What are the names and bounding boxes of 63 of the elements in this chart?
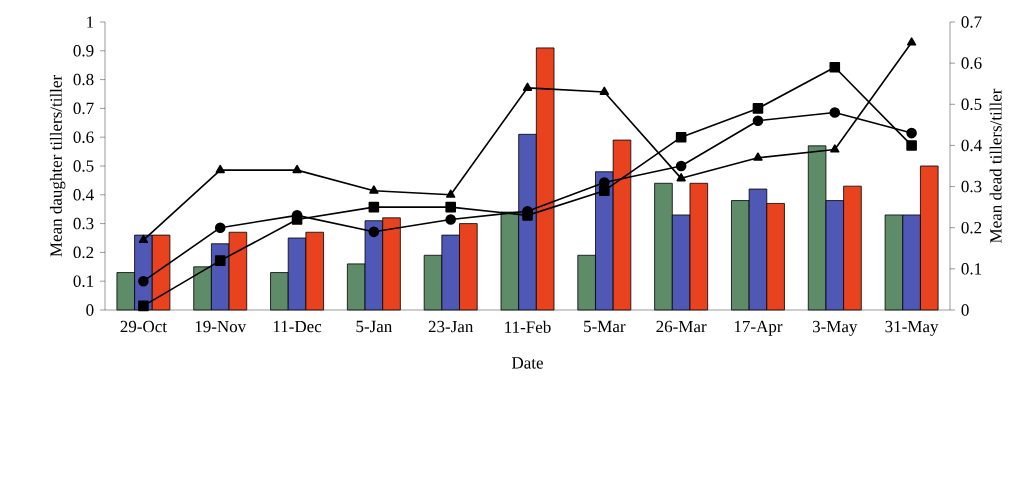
x-tick-label: 31-May — [885, 320, 939, 336]
y-tick-label: 0.4 — [73, 189, 94, 201]
x-tick-label: 11-Feb — [505, 320, 551, 333]
x-tick-label: 11-Dec — [273, 320, 322, 333]
point — [906, 127, 917, 139]
point — [829, 107, 841, 118]
y-tick-label: 0.8 — [73, 73, 94, 86]
point — [214, 255, 226, 266]
point — [675, 160, 687, 172]
y-tick-label: 1 — [87, 16, 94, 28]
point — [368, 201, 380, 213]
y-tick-label: 0.2 — [73, 246, 94, 259]
y2-tick-label: 0.4 — [961, 139, 982, 152]
point — [906, 140, 917, 151]
y2-axis-title: Mean dead tillers/tiller — [989, 88, 1002, 243]
y2-tick-label: 0 — [961, 304, 969, 316]
point — [599, 86, 610, 95]
point — [676, 173, 686, 182]
x-tick-label: 23-Jan — [428, 320, 474, 333]
x-tick-label: 5-Mar — [584, 320, 626, 333]
y-tick-label: 0.3 — [73, 217, 94, 230]
y2-tick-label: 0.3 — [961, 180, 982, 193]
y-tick-label: 0.5 — [73, 160, 94, 172]
y2-tick-label: 0.2 — [961, 221, 982, 234]
point — [138, 300, 149, 312]
y-tick-label: 0.7 — [73, 102, 94, 115]
point — [522, 210, 533, 221]
x-tick-label: 17-Apr — [734, 320, 783, 336]
x-tick-label: 5-Jan — [356, 320, 393, 333]
point — [445, 214, 456, 225]
point — [215, 164, 225, 174]
y2-tick-label: 0.1 — [961, 263, 982, 275]
point — [445, 201, 456, 213]
point — [292, 164, 302, 174]
point — [752, 103, 764, 114]
point — [138, 234, 149, 244]
point — [138, 275, 149, 287]
point — [675, 131, 687, 143]
point — [291, 214, 303, 225]
y2-tick-label: 0.5 — [961, 98, 982, 111]
x-tick-label: 3-May — [812, 320, 858, 336]
y2-tick-label: 0.7 — [961, 16, 982, 28]
point — [753, 152, 763, 161]
x-tick-label: 29-Oct — [120, 320, 167, 333]
point — [829, 61, 841, 73]
point — [214, 222, 226, 234]
point — [830, 144, 840, 153]
y-tick-label: 0 — [86, 304, 94, 316]
point — [445, 189, 456, 198]
point — [752, 115, 764, 127]
point — [599, 185, 610, 196]
y-axis-title: Mean daughter tillers/tiller — [49, 75, 66, 257]
point — [368, 226, 380, 238]
y-tick-label: 0.1 — [73, 275, 94, 287]
point — [906, 37, 917, 46]
point — [369, 185, 379, 194]
y2-tick-label: 0.6 — [961, 57, 982, 69]
point — [522, 82, 533, 91]
x-tick-label: 19-Nov — [195, 320, 247, 333]
y-tick-label: 0.6 — [73, 131, 94, 143]
y-tick-label: 0.9 — [73, 45, 94, 57]
x-axis-title: Date — [511, 357, 543, 369]
x-tick-label: 26-Mar — [656, 320, 707, 333]
